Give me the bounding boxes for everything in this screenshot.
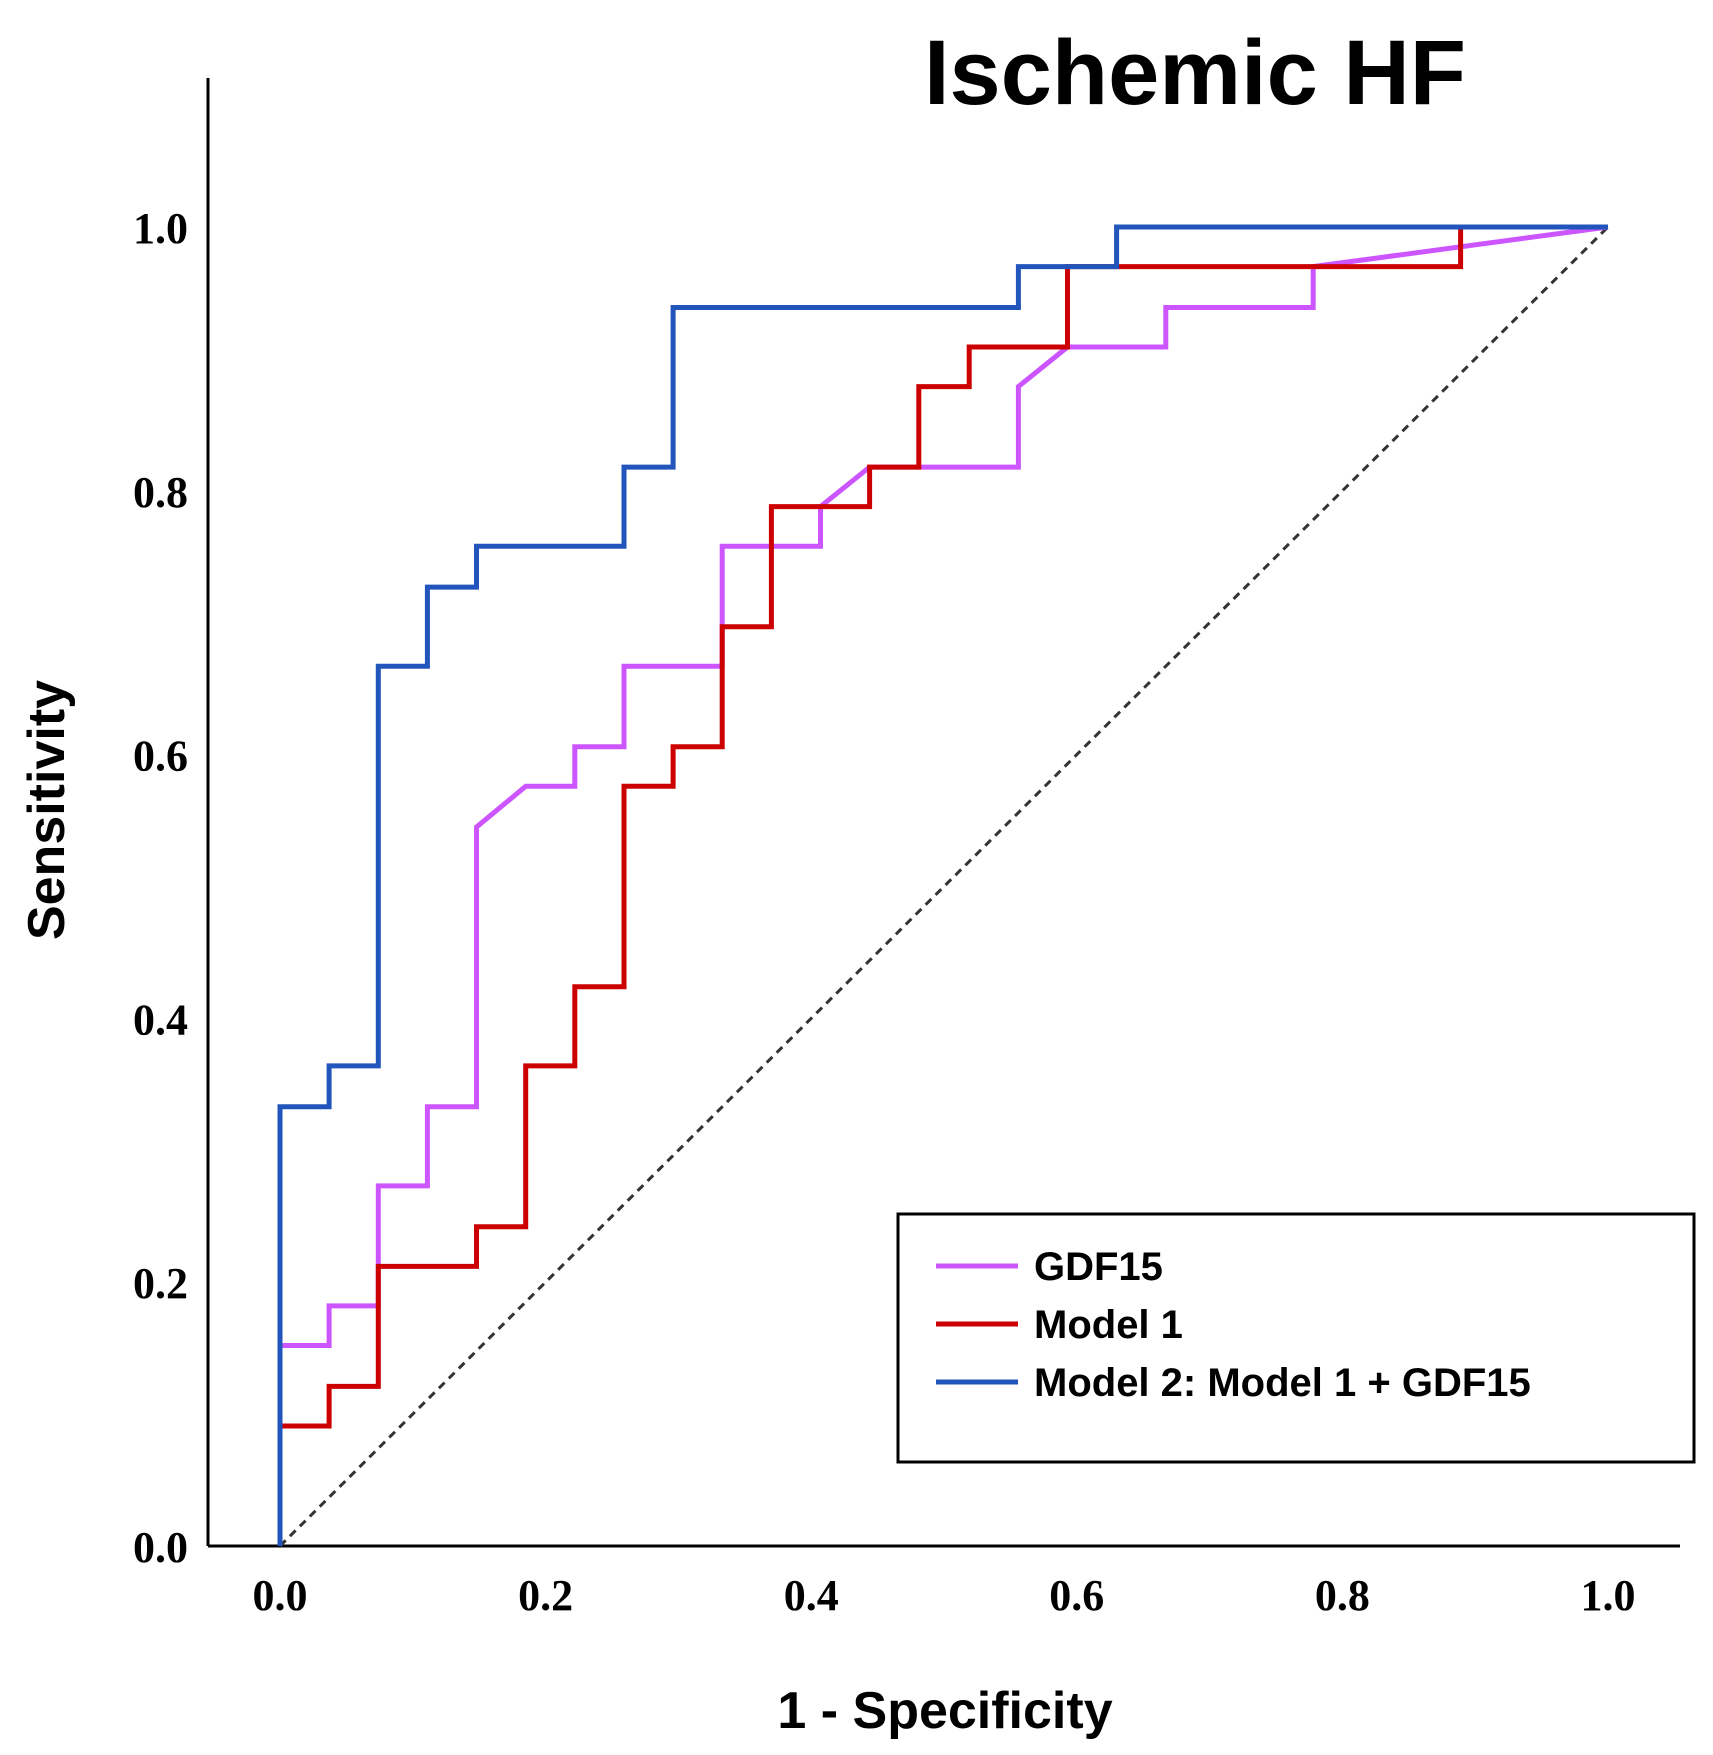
- y-tick-labels: 0.0 0.2 0.4 0.6 0.8 1.0: [133, 204, 188, 1572]
- x-tick-labels: 0.0 0.2 0.4 0.6 0.8 1.0: [253, 1571, 1636, 1620]
- legend-label-3: Model 2: Model 1 + GDF15: [1034, 1361, 1531, 1405]
- x-tick-label: 0.4: [784, 1571, 839, 1620]
- legend-label-1: GDF15: [1034, 1245, 1163, 1289]
- x-axis-label: 1 - Specificity: [777, 1682, 1112, 1740]
- y-tick-label: 0.4: [133, 995, 188, 1044]
- reference-diagonal-line: [278, 225, 1610, 1548]
- y-tick-label: 0.6: [133, 732, 188, 781]
- legend-box: [896, 1212, 1696, 1464]
- legend: GDF15 Model 1 Model 2: Model 1 + GDF15: [896, 1212, 1696, 1464]
- series-group: [277, 224, 1609, 1546]
- y-tick-label: 1.0: [133, 204, 188, 253]
- y-tick-label: 0.0: [133, 1523, 188, 1572]
- y-tick-label: 0.8: [133, 468, 188, 517]
- plot-area: [206, 78, 1680, 1548]
- x-tick-label: 0.2: [518, 1571, 573, 1620]
- x-tick-label: 0.6: [1049, 1571, 1104, 1620]
- y-tick-label: 0.2: [133, 1259, 188, 1308]
- x-tick-label: 0.8: [1315, 1571, 1370, 1620]
- legend-label-2: Model 1: [1034, 1303, 1183, 1347]
- series-line-1: [277, 224, 1609, 1546]
- x-tick-label: 1.0: [1581, 1571, 1636, 1620]
- series-line-2: [277, 224, 1608, 1546]
- series-line-3: [277, 224, 1608, 1546]
- y-axis-label: Sensitivity: [18, 680, 76, 940]
- chart-title: Ischemic HF: [924, 22, 1466, 124]
- x-tick-label: 0.0: [253, 1571, 308, 1620]
